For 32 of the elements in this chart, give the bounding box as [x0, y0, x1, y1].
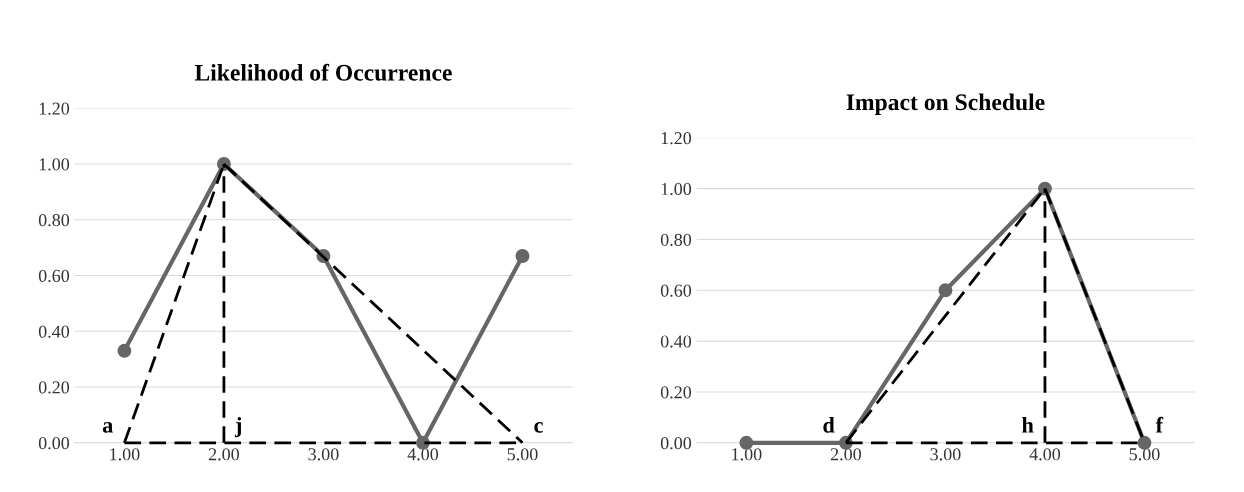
x-tick-label: 2.00 [208, 448, 240, 461]
y-tick-label: 0.20 [38, 381, 70, 394]
x-tick-label: 1.00 [732, 448, 762, 461]
y-tick-label: 1.20 [39, 102, 70, 115]
y-tick-label: 0.40 [38, 325, 70, 338]
annotation: j [234, 417, 242, 438]
y-tick-label: 0.40 [660, 335, 692, 348]
x-tick-label: 3.00 [308, 448, 339, 461]
y-tick-label: 0.00 [38, 437, 70, 450]
y-tick-label: 0.20 [660, 386, 692, 399]
x-tick-label: 4.00 [407, 448, 439, 461]
y-tick-label: 0.80 [38, 214, 70, 227]
annotation: a [102, 422, 113, 433]
x-tick-label: 5.00 [507, 448, 538, 461]
chart-title: Impact on Schedule [846, 93, 1045, 116]
y-tick-label: 0.80 [660, 233, 692, 246]
annotation: h [1022, 417, 1034, 433]
x-tick-label: 5.00 [1129, 448, 1160, 461]
y-tick-label: 0.00 [660, 437, 692, 450]
y-tick-label: 1.00 [39, 158, 70, 171]
y-tick-label: 0.60 [38, 269, 70, 283]
x-tick-label: 4.00 [1029, 448, 1061, 461]
x-tick-label: 1.00 [110, 448, 140, 461]
annotation: c [534, 422, 543, 433]
x-tick-label: 3.00 [930, 448, 961, 461]
annotation: f [1155, 416, 1164, 433]
y-tick-label: 1.20 [661, 132, 692, 145]
y-tick-label: 1.00 [661, 182, 692, 196]
y-tick-label: 0.60 [660, 284, 692, 297]
x-tick-label: 2.00 [830, 448, 862, 461]
chart-title: Likelihood of Occurrence [194, 63, 452, 81]
annotation: d [823, 417, 835, 433]
